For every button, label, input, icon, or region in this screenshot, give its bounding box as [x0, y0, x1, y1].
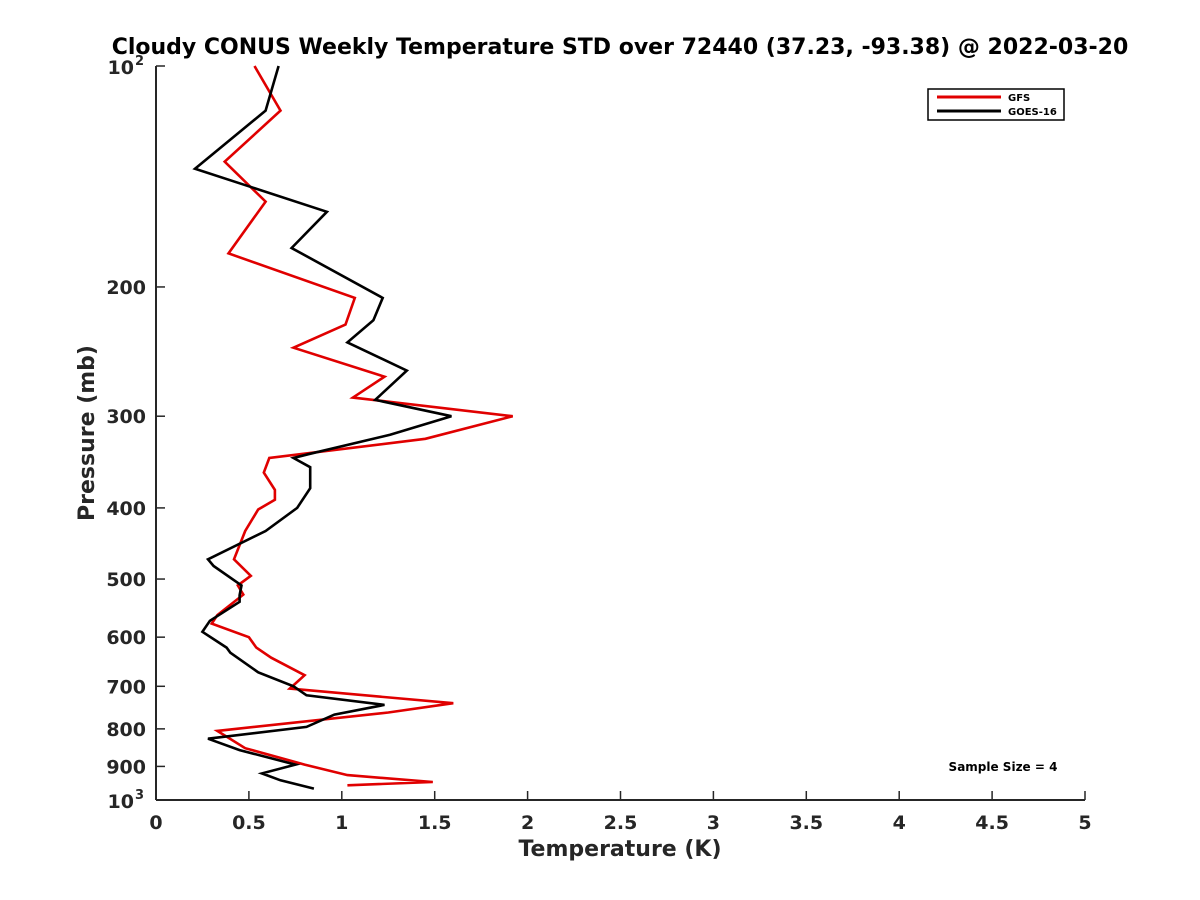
y-tick-label-base: 10 — [108, 791, 134, 813]
x-tick-label: 4.5 — [975, 812, 1009, 834]
y-tick-label: 600 — [106, 627, 146, 649]
legend-label-gfs: GFS — [1008, 93, 1030, 104]
x-tick-label: 2 — [521, 812, 534, 834]
y-tick-label-exponent: 2 — [135, 54, 144, 69]
x-tick-label: 1.5 — [418, 812, 452, 834]
y-tick-label-base: 10 — [108, 57, 134, 79]
x-tick-label: 0.5 — [232, 812, 266, 834]
legend: GFS GOES-16 — [927, 88, 1065, 121]
x-tick-label: 2.5 — [604, 812, 638, 834]
x-axis-label: Temperature (K) — [518, 837, 721, 862]
x-tick-label: 1 — [335, 812, 348, 834]
sample-size-annotation: Sample Size = 4 — [949, 760, 1058, 774]
x-axis-ticks: 0 0.5 1 1.5 2 2.5 3 3.5 4 4.5 5 — [149, 791, 1092, 834]
y-tick-label: 400 — [106, 498, 146, 520]
y-tick-label: 10 3 — [108, 788, 145, 813]
y-tick-label: 200 — [106, 277, 146, 299]
chart-title: Cloudy CONUS Weekly Temperature STD over… — [112, 35, 1129, 60]
x-tick-label: 0 — [149, 812, 162, 834]
x-tick-label: 4 — [893, 812, 906, 834]
y-tick-label: 300 — [106, 406, 146, 428]
y-tick-label: 10 2 — [108, 54, 145, 79]
x-tick-label: 3.5 — [789, 812, 823, 834]
y-tick-label: 900 — [106, 756, 146, 778]
series-line-goes16 — [192, 65, 452, 790]
x-tick-label: 3 — [707, 812, 720, 834]
x-tick-label: 5 — [1078, 812, 1091, 834]
legend-label-goes16: GOES-16 — [1008, 107, 1057, 118]
y-tick-label: 800 — [106, 719, 146, 741]
legend-box — [927, 88, 1065, 121]
series-line-gfs — [209, 65, 514, 787]
y-axis-label: Pressure (mb) — [75, 345, 100, 521]
y-tick-label-exponent: 3 — [135, 788, 144, 803]
y-tick-label: 700 — [106, 676, 146, 698]
series-layer — [192, 65, 514, 790]
y-tick-label: 500 — [106, 569, 146, 591]
